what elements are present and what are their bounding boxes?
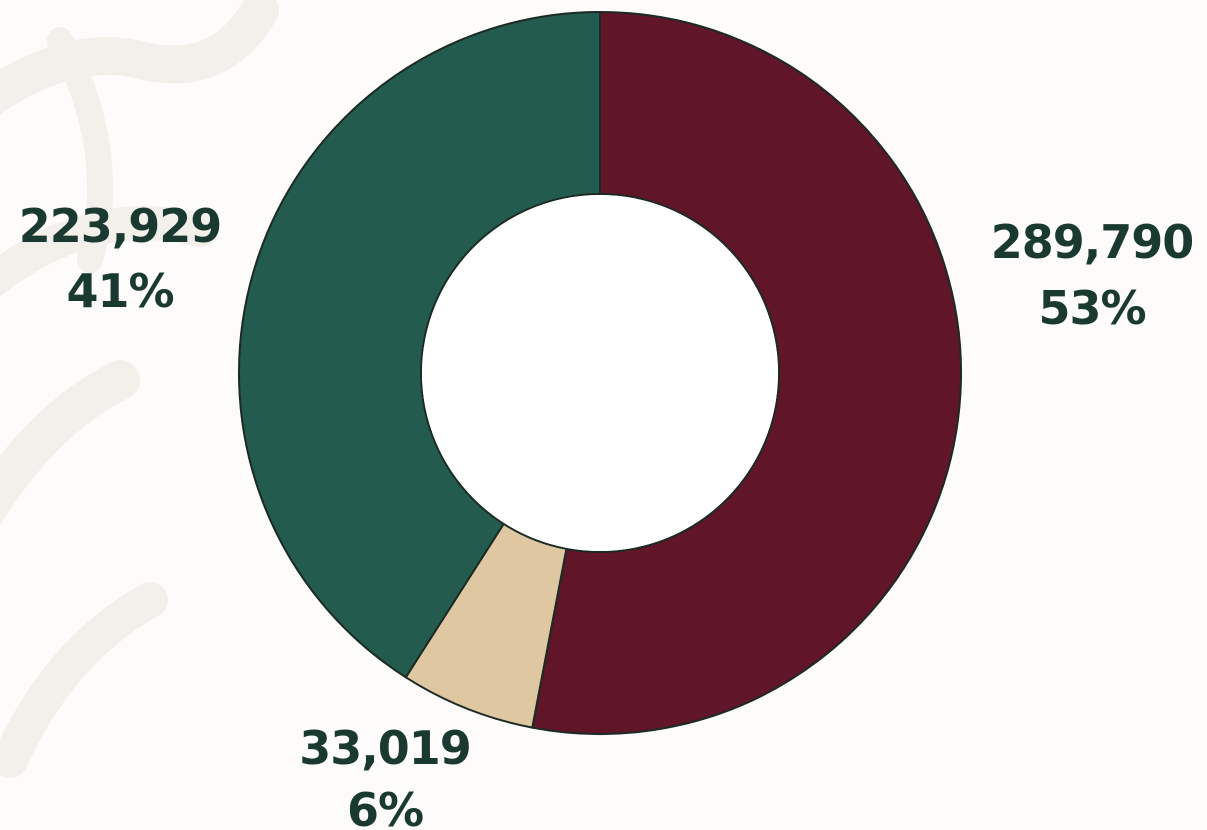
- donut-slices: [238, 11, 962, 735]
- data-label-value-maroon: 289,790: [991, 215, 1194, 269]
- watermark-stroke: [47, 27, 113, 273]
- data-label-percent-maroon: 53%: [1038, 281, 1145, 335]
- watermark-stroke: [0, 0, 279, 115]
- watermark-stroke: [0, 582, 168, 778]
- data-label-value-beige: 33,019: [299, 721, 471, 775]
- data-label-percent-beige: 6%: [347, 783, 423, 830]
- data-label-value-green: 223,929: [19, 199, 222, 253]
- donut-slice-maroon: [531, 11, 962, 735]
- watermark-stroke: [0, 206, 217, 297]
- donut-slice-green: [238, 11, 601, 679]
- donut-hole: [422, 195, 778, 551]
- watermark-stroke: [0, 360, 140, 526]
- data-label-percent-green: 41%: [66, 264, 173, 318]
